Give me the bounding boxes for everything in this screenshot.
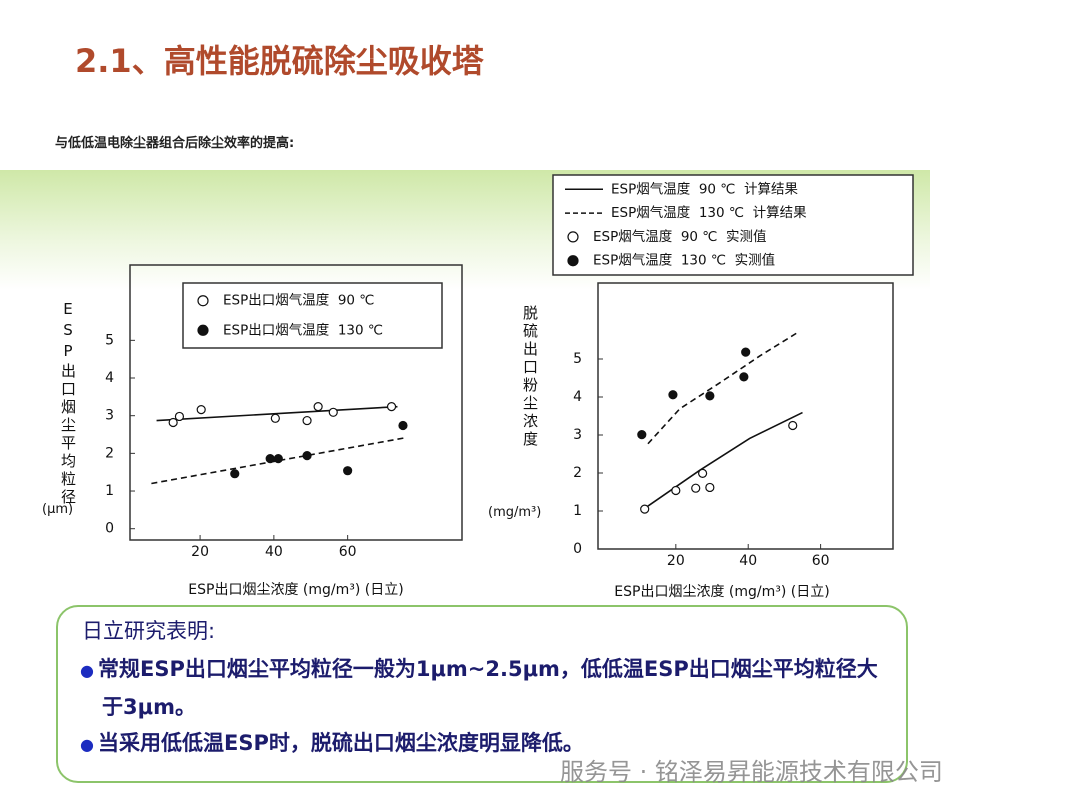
legend-swatch (567, 231, 579, 243)
fit-line (156, 405, 398, 422)
y-tick-label: 4 (105, 370, 114, 386)
data-point (174, 411, 185, 422)
data-point (265, 454, 275, 464)
data-point (230, 469, 240, 479)
fit-line (647, 330, 801, 445)
data-point (343, 466, 353, 476)
x-tick-label: 20 (191, 544, 209, 560)
plot-frame (129, 264, 463, 541)
y-tick-label: 3 (105, 408, 114, 424)
data-point (398, 420, 408, 431)
subtitle: 与低低温电除尘器组合后除尘效率的提高: (55, 136, 295, 151)
data-point (328, 407, 338, 417)
x-tick-label: 40 (265, 544, 283, 560)
data-point (273, 454, 283, 464)
y-axis-label: ESP出口烟尘平均粒径 (59, 300, 77, 507)
y-tick-label: 2 (105, 445, 114, 461)
y-tick-label: 1 (105, 483, 114, 499)
y-tick-label: 5 (573, 351, 582, 367)
legend-box (552, 174, 914, 276)
y-axis-label: 脱硫出口粉尘浓度 (521, 305, 539, 449)
data-point (698, 468, 708, 478)
legend-label: ESP出口烟气温度 90 ℃ (223, 293, 374, 309)
x-tick-label: 20 (667, 553, 685, 569)
note-list: 常规ESP出口烟尘平均粒径一般为1μm~2.5μm，低低温ESP出口烟尘平均粒径… (82, 651, 882, 763)
data-point (671, 485, 681, 496)
note-bullet: 当采用低低温ESP时，脱硫出口烟尘浓度明显降低。 (98, 725, 882, 763)
x-tick-label: 60 (339, 544, 357, 560)
data-point (788, 420, 798, 431)
data-point (386, 402, 397, 412)
fit-line (151, 436, 407, 485)
x-tick-label: 60 (812, 553, 830, 569)
data-point (168, 417, 178, 428)
y-axis-unit: (mg/m³) (488, 505, 542, 520)
y-tick-label: 2 (573, 465, 582, 481)
data-point (302, 451, 312, 461)
legend-label: ESP出口烟气温度 130 ℃ (223, 322, 383, 338)
legend-swatch (567, 255, 579, 267)
note-heading: 日立研究表明: (82, 619, 216, 643)
plot-frame (597, 282, 894, 550)
legend-box (182, 282, 443, 349)
legend-label: ESP烟气温度 130 ℃ 实测值 (593, 253, 775, 269)
data-point (739, 372, 749, 382)
y-axis-unit: (μm) (42, 502, 74, 517)
title: 2.1、高性能脱硫除尘吸收塔 (75, 42, 484, 80)
data-point (640, 504, 650, 514)
y-tick-label: 0 (573, 541, 582, 557)
data-point (705, 391, 715, 401)
y-tick-label: 0 (105, 521, 114, 537)
data-point (637, 430, 647, 440)
watermark: 服务号 · 铭泽易昇能源技术有限公司 (560, 758, 943, 786)
y-tick-label: 4 (573, 389, 582, 405)
y-tick-label: 1 (573, 503, 582, 519)
data-point (313, 402, 323, 412)
y-tick-label: 3 (573, 427, 582, 443)
y-tick-label: 5 (105, 332, 114, 348)
data-point (196, 405, 206, 415)
legend-label: ESP烟气温度 90 ℃ 实测值 (593, 229, 767, 245)
data-point (270, 413, 280, 423)
x-tick-label: 40 (739, 553, 757, 569)
legend-swatch (197, 324, 209, 336)
data-point (691, 483, 701, 493)
x-axis-label: ESP出口烟尘浓度 (mg/m³) (日立) (614, 584, 829, 600)
legend-label: ESP烟气温度 130 ℃ 计算结果 (611, 205, 807, 221)
note-box: 日立研究表明: 常规ESP出口烟尘平均粒径一般为1μm~2.5μm，低低温ESP… (56, 605, 908, 783)
note-bullet: 常规ESP出口烟尘平均粒径一般为1μm~2.5μm，低低温ESP出口烟尘平均粒径… (98, 651, 882, 725)
fit-line (644, 411, 803, 509)
legend-swatch (197, 295, 209, 307)
data-point (741, 347, 751, 357)
data-point (668, 390, 678, 400)
legend-label: ESP烟气温度 90 ℃ 计算结果 (611, 181, 799, 197)
data-point (302, 415, 312, 426)
data-point (705, 482, 715, 493)
x-axis-label: ESP出口烟尘浓度 (mg/m³) (日立) (188, 582, 403, 598)
